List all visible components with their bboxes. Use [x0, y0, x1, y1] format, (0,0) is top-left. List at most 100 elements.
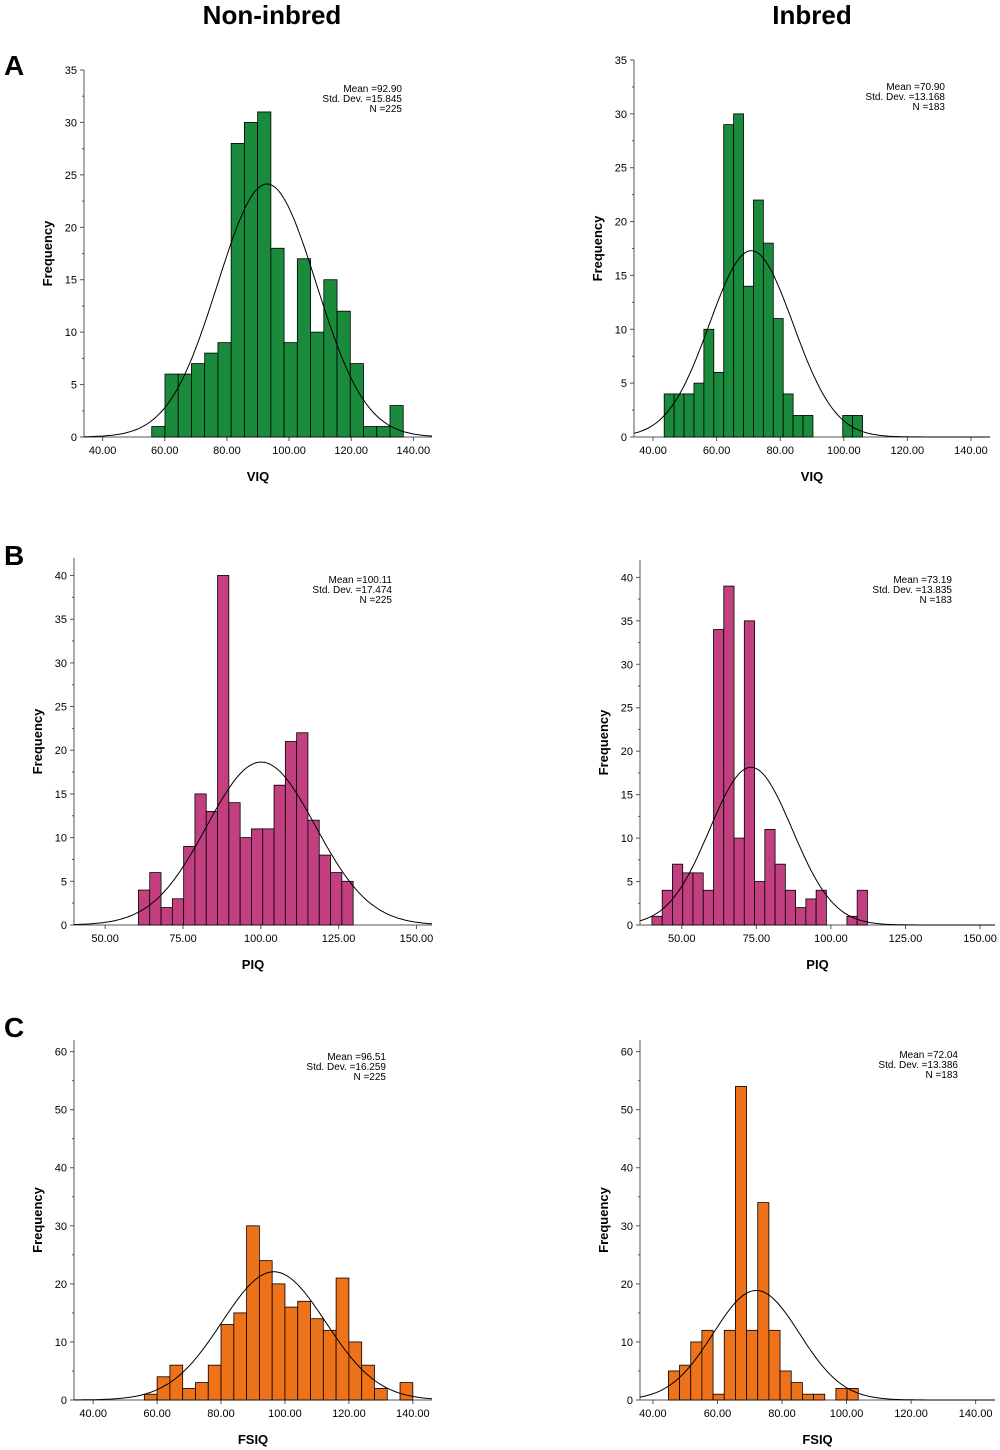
stats-mean-piq-noninbred: Mean =100.11: [329, 575, 393, 586]
bar-piq-noninbred-10: [251, 828, 264, 926]
bar-piq-inbred-10: [754, 881, 766, 926]
bar-piq-noninbred-17: [330, 872, 343, 926]
bar-viq-noninbred-0: [151, 426, 166, 438]
bar-piq-noninbred-7: [217, 575, 230, 926]
bar-fsiq-inbred-13: [813, 1393, 826, 1401]
y-tick-label-fsiq-inbred-4: 40: [621, 1163, 633, 1175]
y-tick-label-piq-inbred-8: 40: [621, 572, 633, 584]
y-tick-label-viq-noninbred-6: 30: [65, 117, 77, 129]
y-tick-label-fsiq-noninbred-3: 30: [55, 1221, 67, 1233]
y-tick-label-piq-noninbred-6: 30: [55, 658, 67, 670]
y-tick-label-piq-inbred-7: 35: [621, 616, 633, 628]
bar-viq-inbred-2: [683, 393, 695, 438]
bar-fsiq-inbred-15: [835, 1387, 848, 1401]
bar-fsiq-inbred-8: [757, 1202, 770, 1401]
bar-viq-inbred-5: [713, 371, 725, 438]
bar-viq-inbred-7: [733, 113, 744, 438]
y-tick-label-viq-noninbred-0: 0: [71, 432, 77, 444]
y-tick-label-fsiq-noninbred-1: 10: [55, 1337, 67, 1349]
y-axis-title-fsiq-noninbred: Frequency: [30, 1186, 45, 1253]
x-tick-label-fsiq-inbred-0: 40.00: [639, 1408, 667, 1420]
y-tick-label-fsiq-noninbred-6: 60: [55, 1047, 67, 1059]
bar-piq-noninbred-13: [284, 741, 298, 926]
x-tick-label-fsiq-noninbred-2: 80.00: [207, 1408, 235, 1420]
x-tick-label-viq-noninbred-0: 40.00: [89, 445, 117, 457]
y-tick-label-viq-inbred-5: 25: [615, 163, 627, 175]
bar-viq-inbred-8: [743, 285, 754, 438]
x-tick-label-piq-noninbred-2: 100.00: [244, 933, 278, 945]
bar-fsiq-noninbred-14: [322, 1329, 337, 1401]
bar-viq-noninbred-5: [217, 342, 232, 438]
y-tick-label-piq-inbred-1: 5: [627, 877, 633, 889]
bar-fsiq-inbred-10: [779, 1370, 792, 1401]
y-tick-label-piq-noninbred-7: 35: [55, 614, 67, 626]
y-tick-label-piq-noninbred-1: 5: [61, 876, 67, 888]
bar-viq-inbred-4: [703, 328, 715, 438]
x-tick-label-viq-inbred-5: 140.00: [954, 445, 988, 457]
y-tick-label-piq-noninbred-8: 40: [55, 570, 67, 582]
bar-viq-noninbred-3: [191, 363, 206, 438]
x-tick-label-piq-noninbred-4: 150.00: [400, 933, 434, 945]
y-tick-label-piq-inbred-4: 20: [621, 746, 633, 758]
y-tick-label-fsiq-inbred-2: 20: [621, 1279, 633, 1291]
bar-viq-noninbred-10: [283, 342, 298, 438]
y-tick-label-piq-noninbred-0: 0: [61, 920, 67, 932]
bar-viq-inbred-6: [723, 124, 735, 438]
y-tick-label-fsiq-noninbred-0: 0: [61, 1395, 67, 1407]
y-tick-label-piq-inbred-2: 10: [621, 833, 633, 845]
bar-piq-noninbred-12: [273, 784, 286, 926]
y-tick-label-fsiq-inbred-3: 30: [621, 1221, 633, 1233]
stats-n-fsiq-noninbred: N =225: [353, 1072, 386, 1083]
bar-piq-inbred-13: [784, 889, 797, 926]
stats-sd-fsiq-inbred: Std. Dev. =13.386: [878, 1060, 958, 1071]
bar-fsiq-inbred-7: [746, 1329, 759, 1401]
bar-fsiq-noninbred-3: [182, 1387, 196, 1401]
bar-viq-noninbred-9: [270, 247, 285, 438]
bar-piq-noninbred-8: [228, 802, 241, 926]
y-tick-label-viq-noninbred-2: 10: [65, 327, 77, 339]
bar-viq-noninbred-4: [204, 352, 219, 438]
y-tick-label-piq-noninbred-3: 15: [55, 789, 67, 801]
bar-piq-noninbred-1: [149, 872, 162, 926]
x-tick-label-viq-noninbred-2: 80.00: [213, 445, 241, 457]
x-tick-label-viq-inbred-2: 80.00: [766, 445, 794, 457]
stats-n-viq-noninbred: N =225: [369, 104, 402, 115]
y-tick-label-viq-noninbred-5: 25: [65, 170, 77, 182]
bar-fsiq-noninbred-12: [297, 1300, 311, 1401]
bar-viq-noninbred-16: [363, 426, 378, 438]
x-tick-label-fsiq-noninbred-1: 60.00: [143, 1408, 171, 1420]
bar-piq-inbred-3: [682, 872, 694, 926]
stats-sd-viq-inbred: Std. Dev. =13.168: [865, 92, 945, 103]
bar-piq-noninbred-3: [171, 898, 185, 926]
bar-viq-noninbred-8: [257, 111, 272, 438]
bar-fsiq-inbred-16: [846, 1387, 859, 1401]
x-axis-title-fsiq-noninbred: FSIQ: [238, 1432, 268, 1447]
bar-viq-inbred-0: [663, 393, 675, 438]
bar-viq-inbred-12: [782, 393, 794, 438]
y-axis-title-piq-inbred: Frequency: [596, 709, 611, 776]
bar-piq-inbred-5: [702, 889, 714, 926]
y-tick-label-piq-inbred-0: 0: [627, 920, 633, 932]
x-tick-label-viq-noninbred-1: 60.00: [151, 445, 179, 457]
y-tick-label-fsiq-inbred-1: 10: [621, 1337, 633, 1349]
y-tick-label-piq-inbred-3: 15: [621, 790, 633, 802]
bar-piq-inbred-16: [815, 889, 827, 926]
bar-fsiq-noninbred-8: [246, 1225, 260, 1401]
bar-fsiq-noninbred-16: [348, 1341, 363, 1401]
stats-mean-fsiq-inbred: Mean =72.04: [899, 1050, 958, 1061]
bar-fsiq-noninbred-9: [258, 1260, 273, 1401]
bar-fsiq-noninbred-0: [143, 1393, 158, 1401]
x-tick-label-viq-inbred-0: 40.00: [639, 445, 667, 457]
y-tick-label-piq-noninbred-5: 25: [55, 702, 67, 714]
stats-n-fsiq-inbred: N =183: [925, 1070, 958, 1081]
normal-curve-piq-inbred: [639, 766, 995, 926]
bar-fsiq-noninbred-17: [361, 1364, 375, 1401]
x-tick-label-piq-noninbred-3: 125.00: [322, 933, 356, 945]
bar-piq-inbred-15: [805, 898, 817, 926]
y-tick-label-fsiq-noninbred-4: 40: [55, 1163, 67, 1175]
x-tick-label-viq-noninbred-4: 120.00: [334, 445, 368, 457]
x-tick-label-fsiq-inbred-3: 100.00: [830, 1408, 864, 1420]
x-axis-title-viq-noninbred: VIQ: [247, 469, 269, 484]
y-tick-label-viq-noninbred-1: 5: [71, 380, 77, 392]
